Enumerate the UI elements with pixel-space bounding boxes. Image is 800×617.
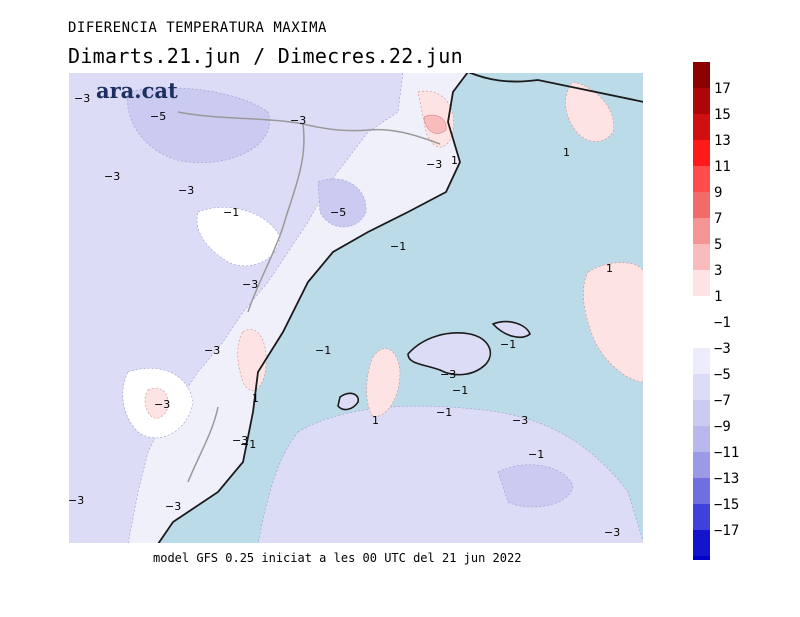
temperature-difference-map: ara.cat −3−5 −3−3−3−1 −5−3 1−111−3−3 −1 −11−3… xyxy=(68,72,644,544)
color-scale-swatch xyxy=(693,348,710,374)
color-scale-label: −1 xyxy=(714,315,731,331)
contour-label: −3 xyxy=(290,114,306,127)
contour-label: 1 xyxy=(252,392,259,405)
color-scale-positive: 17 15 13 11 9 7 5 3 1 xyxy=(693,62,731,305)
anomaly-area-plus1 xyxy=(144,387,169,419)
contour-label: −3 xyxy=(165,500,181,513)
contour-label: −3 xyxy=(154,398,170,411)
anomaly-area-plus1 xyxy=(565,81,615,142)
color-scale-swatch xyxy=(693,452,710,478)
contour-label: 1 xyxy=(372,414,379,427)
contour-label: −3 xyxy=(604,526,620,539)
color-scale-label: 13 xyxy=(714,133,731,149)
contour-label: −3 xyxy=(204,344,220,357)
color-scale-label: 1 xyxy=(714,289,722,305)
coastline xyxy=(467,72,644,103)
contour-label: −3 xyxy=(104,170,120,183)
color-scale-swatch xyxy=(693,62,710,88)
anomaly-area-plus1 xyxy=(237,329,267,391)
color-scale-swatch xyxy=(693,140,710,166)
contour-label: −1 xyxy=(390,240,406,253)
color-scale-swatch xyxy=(693,426,710,452)
contour-label: 1 xyxy=(606,262,613,275)
contour-label: −5 xyxy=(330,206,346,219)
contour-label: −3 xyxy=(242,278,258,291)
contour-label: −3 xyxy=(178,184,194,197)
color-scale-legend: 17 15 13 11 9 7 5 3 1 −1 −3 −5 −7 −9 −11 −13 −15 −17 xyxy=(693,62,739,560)
color-scale-label: −17 xyxy=(714,523,739,539)
map-subtitle: Dimarts.21.jun / Dimecres.22.jun xyxy=(68,44,463,68)
anomaly-area-minus1 xyxy=(196,207,281,267)
anomaly-area-minus5 xyxy=(317,178,367,228)
color-scale-swatch xyxy=(693,270,710,296)
contour-label: −1 xyxy=(240,438,256,451)
contour-label: −1 xyxy=(528,448,544,461)
color-scale-swatch xyxy=(693,478,710,504)
color-scale-swatch xyxy=(693,218,710,244)
color-scale-label: −15 xyxy=(714,497,739,513)
color-scale-label: 15 xyxy=(714,107,731,123)
contour-label: −1 xyxy=(500,338,516,351)
contour-label: −1 xyxy=(223,206,239,219)
contour-label: −3 xyxy=(232,434,248,447)
color-scale-swatch xyxy=(693,192,710,218)
color-scale-swatch xyxy=(693,88,710,114)
color-scale-label: −3 xyxy=(714,341,731,357)
regional-border xyxy=(247,123,305,313)
color-scale-label: −13 xyxy=(714,471,739,487)
contour-label: −3 xyxy=(74,92,90,105)
color-scale-label: 11 xyxy=(714,159,731,175)
color-scale-label: 7 xyxy=(714,211,722,227)
anomaly-area-minus5 xyxy=(127,87,270,163)
contour-label: −1 xyxy=(315,344,331,357)
anomaly-area-plus1 xyxy=(583,262,644,383)
color-scale-swatch xyxy=(693,244,710,270)
logo-ara-cat: ara.cat xyxy=(96,78,178,103)
contour-label: 1 xyxy=(451,154,458,167)
color-scale-label: −9 xyxy=(714,419,731,435)
contour-label: −5 xyxy=(150,110,166,123)
island-eivissa xyxy=(337,392,360,411)
regional-border xyxy=(187,406,219,483)
contour-label: −1 xyxy=(452,384,468,397)
color-scale-swatch xyxy=(693,504,710,530)
color-scale-label: 17 xyxy=(714,81,731,97)
color-scale-negative: −1 −3 −5 −7 −9 −11 −13 −15 −17 xyxy=(693,315,739,560)
contour-label: −3 xyxy=(426,158,442,171)
color-scale-label: −11 xyxy=(714,445,739,461)
model-run-caption: model GFS 0.25 iniciat a les 00 UTC del … xyxy=(153,551,522,565)
contour-label-group: −3−5 −3−3−3−1 −5−3 1−111−3−3 −1 −11−3−1−11 −3−… xyxy=(68,92,620,539)
color-scale-swatch xyxy=(693,400,710,426)
color-scale-swatch xyxy=(693,530,710,556)
country-border xyxy=(177,111,441,145)
map-title: DIFERENCIA TEMPERATURA MAXIMA xyxy=(68,20,327,36)
contour-label: −3 xyxy=(68,494,84,507)
color-scale-label: −5 xyxy=(714,367,731,383)
color-scale-label: 3 xyxy=(714,263,722,279)
contour-label: −1 xyxy=(436,406,452,419)
contour-label: −3 xyxy=(512,414,528,427)
color-scale-label: 9 xyxy=(714,185,722,201)
color-scale-swatch xyxy=(693,166,710,192)
color-scale-swatch xyxy=(693,322,710,348)
sea-anomaly-minus5 xyxy=(497,464,574,508)
color-scale-swatch xyxy=(693,374,710,400)
color-scale-label: 5 xyxy=(714,237,722,253)
color-scale-swatch xyxy=(693,556,710,560)
anomaly-area-plus1 xyxy=(366,348,401,418)
island-menorca xyxy=(491,320,531,338)
color-scale-label: −7 xyxy=(714,393,731,409)
island-mallorca xyxy=(407,332,492,376)
contour-label: −3 xyxy=(440,368,456,381)
color-scale-swatch xyxy=(693,114,710,140)
contour-label: 1 xyxy=(563,146,570,159)
coastline xyxy=(157,72,469,544)
anomaly-area-plus3 xyxy=(423,114,447,134)
